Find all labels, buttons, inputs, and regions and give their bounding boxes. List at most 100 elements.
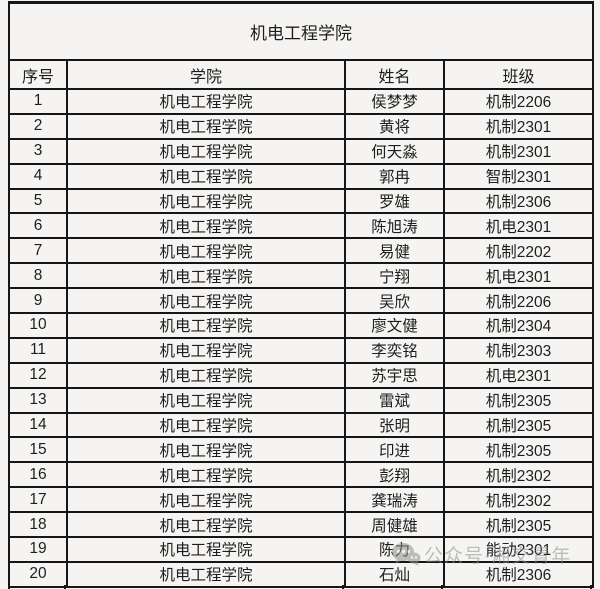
- table-header-row: 序号 学院 姓名 班级: [8, 59, 594, 90]
- cell-college: 机电工程学院: [66, 287, 346, 315]
- cell-index: 15: [8, 436, 68, 464]
- cell-name: 易健: [344, 237, 445, 265]
- cell-index: 12: [8, 361, 68, 389]
- cell-class: 机制2301: [443, 112, 594, 140]
- cell-class: 能动2301: [443, 536, 594, 563]
- cell-class: 机制2306: [443, 560, 594, 588]
- table-row: 14 机电工程学院 张明 机制2305: [8, 411, 594, 439]
- table-row: 6 机电工程学院 陈旭涛 机电2301: [8, 212, 594, 240]
- cell-name: 苏宇思: [344, 361, 445, 389]
- cell-name: 彭翔: [344, 461, 445, 489]
- table-row: 17 机电工程学院 龚瑞涛 机制2302: [8, 486, 594, 514]
- cell-name: 侯梦梦: [344, 88, 445, 115]
- table-row: 16 机电工程学院 彭翔 机制2302: [8, 461, 594, 489]
- row-border-stub: [64, 585, 66, 589]
- cell-index: 5: [8, 187, 68, 215]
- cell-college: 机电工程学院: [66, 436, 346, 464]
- table-row: 12 机电工程学院 苏宇思 机电2301: [8, 361, 594, 389]
- table-row: 18 机电工程学院 周健雄 机制2305: [8, 511, 594, 539]
- cell-college: 机电工程学院: [66, 137, 346, 165]
- cell-index: 14: [8, 411, 68, 439]
- cell-college: 机电工程学院: [66, 361, 346, 389]
- cell-class: 机制2303: [443, 336, 594, 364]
- cell-index: 1: [8, 88, 68, 115]
- cell-class: 机电2301: [443, 262, 594, 290]
- cell-class: 机制2302: [443, 461, 594, 489]
- cell-college: 机电工程学院: [66, 411, 346, 439]
- cell-index: 4: [8, 162, 68, 190]
- cell-college: 机电工程学院: [66, 312, 346, 339]
- table-row: 10 机电工程学院 廖文健 机制2304: [8, 312, 594, 339]
- table-row: 11 机电工程学院 李奕铭 机制2303: [8, 336, 594, 364]
- cell-class: 机制2302: [443, 486, 594, 514]
- table-row: 13 机电工程学院 雷斌 机制2305: [8, 386, 594, 414]
- cell-college: 机电工程学院: [66, 336, 346, 364]
- table-row: 8 机电工程学院 宁翔 机电2301: [8, 262, 594, 290]
- cell-name: 陈旭涛: [344, 212, 445, 240]
- table-row: 5 机电工程学院 罗雄 机制2306: [8, 187, 594, 215]
- cell-class: 机制2305: [443, 411, 594, 439]
- cell-class: 机电2301: [443, 212, 594, 240]
- table-row: 1 机电工程学院 侯梦梦 机制2206: [8, 88, 594, 115]
- table-body: 1 机电工程学院 侯梦梦 机制2206 2 机电工程学院 黄将 机制2301 3 机电工程学院 何天…: [8, 88, 594, 588]
- cell-class: 机制2304: [443, 312, 594, 339]
- cell-name: 宁翔: [344, 262, 445, 290]
- header-cell-name: 姓名: [344, 59, 445, 90]
- cell-index: 19: [8, 536, 68, 563]
- cell-name: 吴欣: [344, 287, 445, 315]
- table-row: 3 机电工程学院 何天淼 机制2301: [8, 137, 594, 165]
- row-border-stub: [590, 585, 592, 589]
- cell-college: 机电工程学院: [66, 212, 346, 240]
- cell-class: 机制2202: [443, 237, 594, 265]
- cell-index: 18: [8, 511, 68, 539]
- table-row: 7 机电工程学院 易健 机制2202: [8, 237, 594, 265]
- header-cell-college: 学院: [66, 59, 346, 90]
- table-row: 2 机电工程学院 黄将 机制2301: [8, 112, 594, 140]
- table-title: 机电工程学院: [8, 1, 594, 61]
- cell-name: 陈力: [344, 536, 445, 563]
- header-cell-class: 班级: [443, 59, 594, 90]
- cell-index: 9: [8, 287, 68, 315]
- cell-index: 6: [8, 212, 68, 240]
- table-row: 15 机电工程学院 印进 机制2305: [8, 436, 594, 464]
- cell-class: 机制2305: [443, 436, 594, 464]
- roster-table: 机电工程学院 序号 学院 姓名 班级 1 机电工程学院 侯梦梦 机制2206 2 机电工程学院黄…: [8, 1, 594, 588]
- cell-college: 机电工程学院: [66, 112, 346, 140]
- cell-name: 廖文健: [344, 312, 445, 339]
- cell-college: 机电工程学院: [66, 536, 346, 563]
- cell-class: 机电2301: [443, 361, 594, 389]
- cell-college: 机电工程学院: [66, 511, 346, 539]
- cell-college: 机电工程学院: [66, 386, 346, 414]
- cell-class: 智制2301: [443, 162, 594, 190]
- cell-college: 机电工程学院: [66, 262, 346, 290]
- cell-name: 龚瑞涛: [344, 486, 445, 514]
- cell-name: 石灿: [344, 560, 445, 588]
- cell-class: 机制2206: [443, 287, 594, 315]
- cell-name: 黄将: [344, 112, 445, 140]
- cell-name: 李奕铭: [344, 336, 445, 364]
- cell-name: 罗雄: [344, 187, 445, 215]
- cell-index: 2: [8, 112, 68, 140]
- cell-class: 机制2206: [443, 88, 594, 115]
- cell-college: 机电工程学院: [66, 560, 346, 588]
- row-border-stub: [342, 585, 344, 589]
- cell-index: 10: [8, 312, 68, 339]
- cell-index: 17: [8, 486, 68, 514]
- cell-class: 机制2306: [443, 187, 594, 215]
- cell-name: 张明: [344, 411, 445, 439]
- row-border-stub: [441, 585, 443, 589]
- cell-name: 何天淼: [344, 137, 445, 165]
- table-row: 9 机电工程学院 吴欣 机制2206: [8, 287, 594, 315]
- cell-index: 13: [8, 386, 68, 414]
- table-title-row: 机电工程学院: [8, 1, 594, 61]
- cell-index: 11: [8, 336, 68, 364]
- cell-index: 7: [8, 237, 68, 265]
- table-row: 4 机电工程学院 郭冉 智制2301: [8, 162, 594, 190]
- cell-name: 周健雄: [344, 511, 445, 539]
- cell-college: 机电工程学院: [66, 461, 346, 489]
- cell-class: 机制2305: [443, 386, 594, 414]
- table-row: 20 机电工程学院 石灿 机制2306: [8, 560, 594, 588]
- cell-index: 20: [8, 560, 68, 588]
- cell-name: 郭冉: [344, 162, 445, 190]
- cell-college: 机电工程学院: [66, 88, 346, 115]
